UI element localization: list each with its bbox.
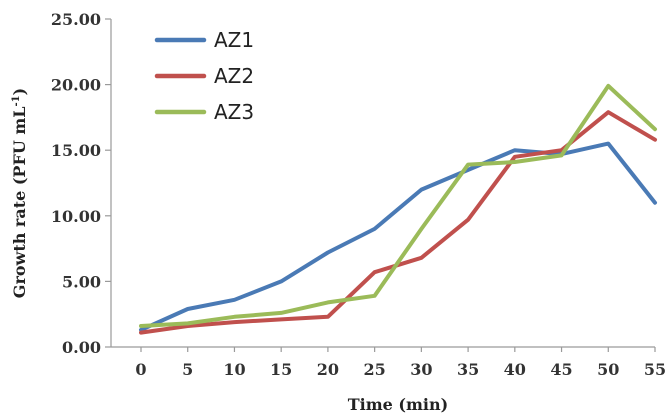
series-line-az3 (139, 83, 657, 328)
x-tick-label: 15 (270, 360, 292, 379)
x-tick-label: 50 (597, 360, 619, 379)
x-tick-label: 20 (317, 360, 339, 379)
legend: AZ1 AZ2 AZ3 (154, 28, 254, 124)
x-tick-label: 10 (223, 360, 245, 379)
x-tick-label: 5 (182, 360, 193, 379)
y-axis-title: Growth rate (PFU mL-1) (10, 88, 29, 298)
x-tick-label: 30 (410, 360, 432, 379)
legend-label-az2: AZ2 (214, 64, 254, 88)
y-axis-title-close: ) (10, 88, 29, 96)
y-tick-label: 0.00 (62, 338, 101, 357)
y-axis-title-superscript: -1 (11, 95, 22, 106)
x-tick-label: 55 (644, 360, 666, 379)
series-lines (139, 83, 657, 335)
x-tick-label: 25 (364, 360, 386, 379)
series-line-az2 (139, 110, 657, 335)
y-tick-label: 5.00 (62, 272, 101, 291)
y-axis-title-main: Growth rate (PFU mL (10, 106, 29, 298)
x-tick-label: 40 (504, 360, 526, 379)
x-axis-ticks: 0 5 10 15 20 25 30 35 40 45 50 55 (135, 347, 666, 379)
x-tick-label: 35 (457, 360, 479, 379)
series-line-az1 (139, 141, 657, 332)
legend-label-az3: AZ3 (214, 100, 254, 124)
legend-label-az1: AZ1 (214, 28, 254, 52)
y-tick-label: 15.00 (51, 141, 101, 160)
x-tick-label: 45 (550, 360, 572, 379)
y-tick-label: 25.00 (51, 10, 101, 29)
y-axis-ticks: 0.00 5.00 10.00 15.00 20.00 25.00 (51, 10, 111, 357)
y-tick-label: 20.00 (51, 76, 101, 95)
x-axis-title: Time (min) (348, 395, 448, 414)
y-tick-label: 10.00 (51, 207, 101, 226)
x-tick-label: 0 (135, 360, 146, 379)
